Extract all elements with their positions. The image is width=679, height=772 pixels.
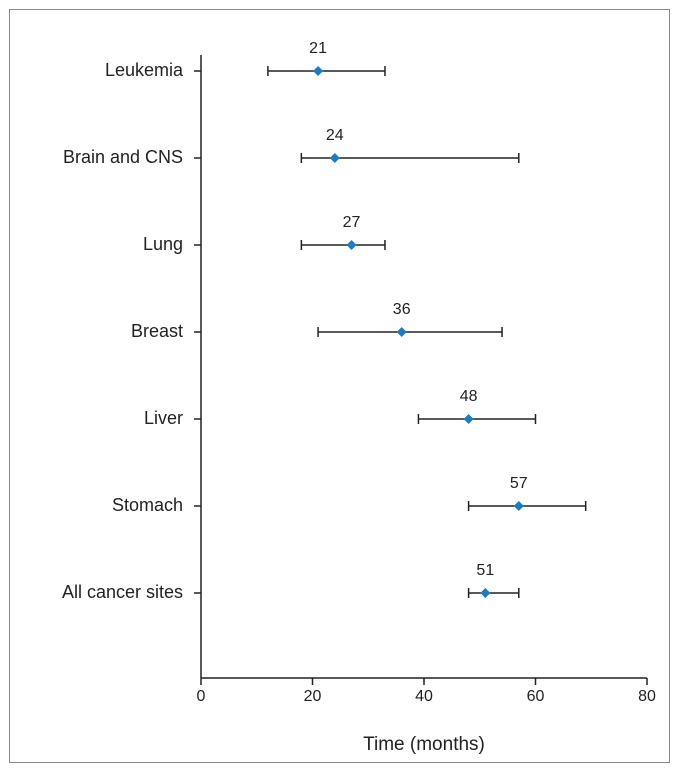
point <box>513 501 524 511</box>
x-tick-label: 80 <box>638 688 656 705</box>
value-label: 57 <box>510 475 528 492</box>
y-tick-label: Stomach <box>112 495 183 515</box>
y-tick-label: Liver <box>144 408 183 428</box>
value-label: 36 <box>393 301 411 318</box>
x-tick-label: 60 <box>527 688 545 705</box>
y-tick-label: Breast <box>131 321 183 341</box>
point <box>313 66 324 76</box>
y-tick-label: All cancer sites <box>62 582 183 602</box>
point <box>346 240 357 250</box>
frame <box>9 9 670 763</box>
value-label: 24 <box>326 127 344 144</box>
value-label: 21 <box>309 40 327 57</box>
x-tick-label: 20 <box>304 688 322 705</box>
value-label: 27 <box>343 214 361 231</box>
point <box>463 414 474 424</box>
x-tick-label: 40 <box>415 688 433 705</box>
value-label: 51 <box>476 562 494 579</box>
point <box>480 588 491 598</box>
value-label: 48 <box>460 388 478 405</box>
x-axis-label: Time (months) <box>363 734 485 755</box>
x-tick-label: 0 <box>197 688 206 705</box>
y-tick-label: Leukemia <box>105 60 184 80</box>
y-tick-label: Brain and CNS <box>63 147 183 167</box>
point <box>396 327 407 337</box>
point <box>329 153 340 163</box>
y-tick-label: Lung <box>143 234 183 254</box>
